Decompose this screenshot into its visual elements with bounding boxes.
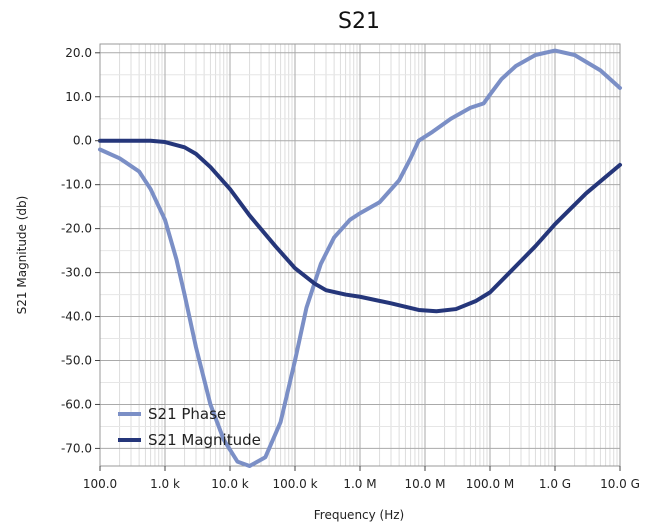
y-tick-label: 20.0 (65, 46, 92, 60)
y-tick-label: -30.0 (61, 266, 92, 280)
y-tick-label: -10.0 (61, 178, 92, 192)
legend-label-magnitude: S21 Magnitude (148, 431, 261, 449)
series-layer (98, 48, 622, 468)
x-tick-label: 10.0 k (211, 477, 249, 491)
y-tick-label: -20.0 (61, 222, 92, 236)
legend: S21 Phase S21 Magnitude (118, 405, 261, 449)
series-line-s21-phase (98, 48, 622, 468)
x-tick-label: 1.0 k (150, 477, 180, 491)
x-tick-label: 100.0 k (272, 477, 317, 491)
x-tick-label: 10.0 M (405, 477, 446, 491)
x-tick-label: 1.0 G (539, 477, 571, 491)
y-tick-label: -40.0 (61, 310, 92, 324)
x-tick-label: 100.0 M (466, 477, 515, 491)
x-axis-ticks: 100.0 1.0 k 10.0 k 100.0 k 1.0 M 10.0 M 100.0 … (83, 466, 640, 491)
x-tick-label: 1.0 M (343, 477, 376, 491)
y-axis-ticks: 20.0 10.0 0.0 -10.0 -20.0 -30.0 -40.0 -50.0 -60.… (61, 46, 100, 455)
y-tick-label: -60.0 (61, 397, 92, 411)
series-line-s21-magnitude (98, 138, 622, 314)
chart-title: S21 (338, 9, 380, 34)
x-axis-label: Frequency (Hz) (314, 508, 405, 522)
y-tick-label: 0.0 (73, 134, 92, 148)
y-axis-label: S21 Magnitude (db) (15, 196, 29, 315)
x-tick-label: 100.0 (83, 477, 117, 491)
major-gridlines (99, 44, 621, 466)
y-tick-label: -70.0 (61, 441, 92, 455)
y-tick-label: 10.0 (65, 90, 92, 104)
y-tick-label: -50.0 (61, 354, 92, 368)
legend-label-phase: S21 Phase (148, 405, 226, 423)
x-tick-label: 10.0 G (600, 477, 640, 491)
